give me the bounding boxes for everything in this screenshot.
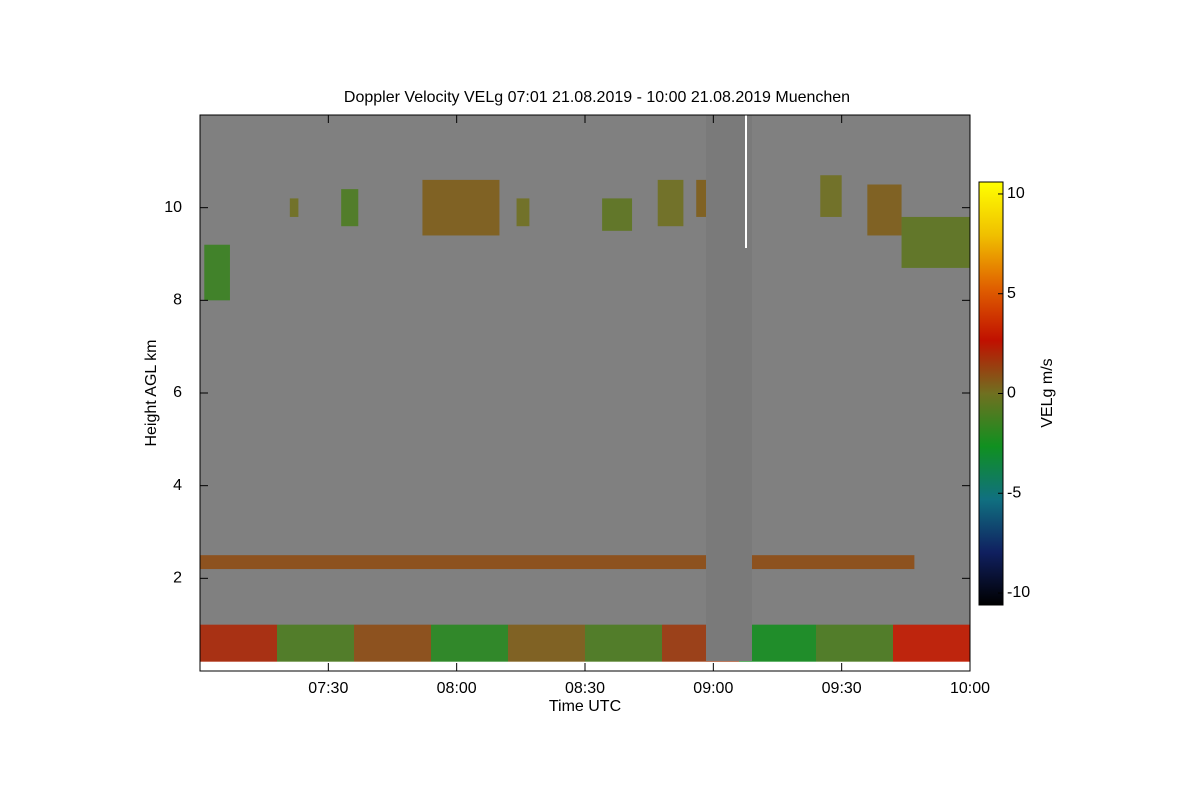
x-tick-label: 08:00 [437,680,477,697]
colorbar-tick-label: -10 [1007,584,1030,601]
colorbar-label: VELg m/s [1039,358,1056,427]
plot-background [200,115,970,671]
colorbar-tick-label: 10 [1007,185,1025,202]
y-tick-label: 10 [164,199,182,216]
y-tick-label: 4 [173,477,182,494]
heatmap-cell [657,179,684,227]
heatmap-cell [901,216,970,268]
heatmap-cell [867,184,902,236]
heatmap-cell [508,624,585,662]
heatmap-cell [602,198,633,231]
heatmap-cell [820,175,842,217]
colorbar-tick-label: 0 [1007,385,1016,402]
heatmap-cell [585,624,662,662]
heatmap-cell [341,189,359,227]
colorbar-tick-label: 5 [1007,285,1016,302]
heatmap-cell [354,624,431,662]
y-tick-label: 2 [173,570,182,587]
heatmap-cell [289,198,299,217]
chart-title: Doppler Velocity VELg 07:01 21.08.2019 -… [344,89,850,106]
heatmap-cell [422,179,500,236]
heatmap-cell [431,624,508,662]
x-tick-label: 07:30 [308,680,348,697]
heatmap-cell [204,244,230,301]
heatmap-cell [893,624,970,662]
heatmap-cell [516,198,530,227]
y-tick-label: 8 [173,292,182,309]
heatmap-cell [277,624,354,662]
x-tick-label: 08:30 [565,680,605,697]
y-axis-label: Height AGL km [143,339,160,446]
heatmap-cell [200,555,915,570]
colorbar-tick-label: -5 [1007,484,1021,501]
noise-strip [706,115,752,661]
heatmap-cell [200,624,277,662]
y-tick-label: 6 [173,384,182,401]
x-tick-label: 10:00 [950,680,990,697]
heatmap-cell [816,624,893,662]
x-tick-label: 09:30 [822,680,862,697]
x-axis-label: Time UTC [549,698,621,715]
x-tick-label: 09:00 [693,680,733,697]
